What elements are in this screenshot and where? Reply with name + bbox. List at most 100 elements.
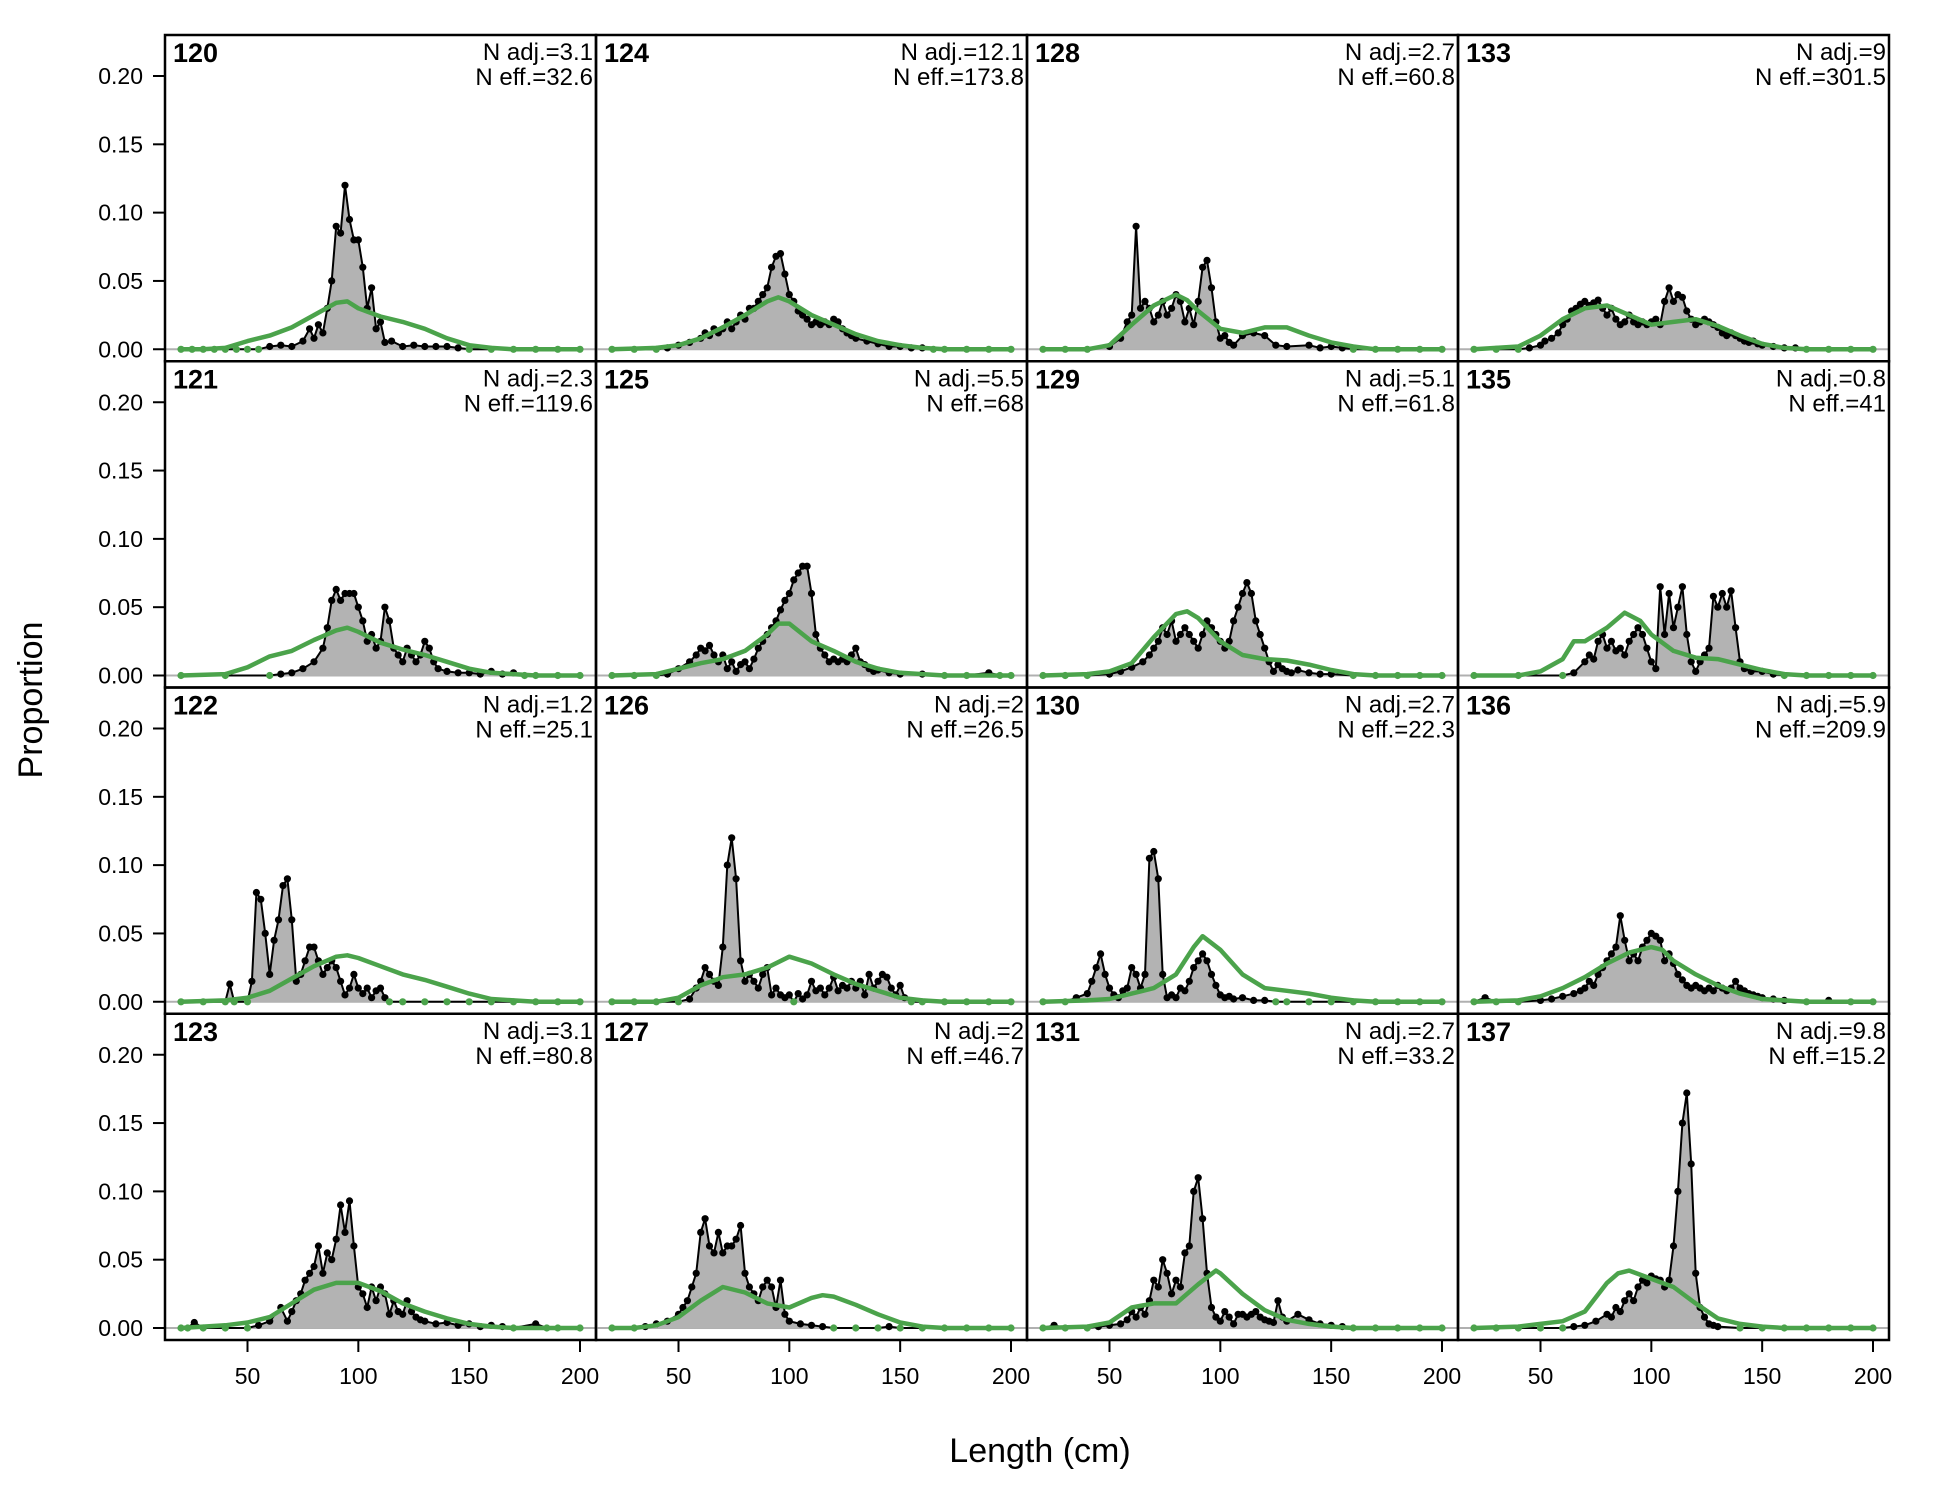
observed-point	[388, 337, 396, 345]
observed-point	[843, 984, 851, 992]
observed-point	[314, 321, 322, 329]
observed-point	[1612, 943, 1620, 951]
observed-point	[288, 916, 296, 924]
observed-point	[1643, 1279, 1651, 1287]
observed-point	[728, 325, 736, 333]
panel-id-label: 130	[1035, 691, 1080, 721]
observed-point	[1669, 297, 1678, 305]
observed-point	[1625, 957, 1633, 965]
observed-point	[1154, 1283, 1162, 1291]
axes-layer: 0.00 0.05 0.10 0.15 0.20 0.00 0.05 0.10 0.15 0.20…	[98, 63, 1892, 1389]
observed-point	[425, 644, 433, 652]
y-tick-label: 0.20	[98, 1042, 143, 1068]
observed-point	[385, 1310, 393, 1318]
observed-point	[368, 284, 376, 292]
panel-123: 123 N adj.=3.1N eff.=80.8	[163, 1012, 598, 1342]
observed-point	[1101, 970, 1109, 979]
observed-point	[763, 284, 771, 292]
panel-120: 120 N adj.=3.1N eff.=32.6	[163, 33, 598, 363]
observed-point	[896, 981, 904, 990]
panel-121: 121 N adj.=2.3N eff.=119.6	[163, 360, 598, 689]
observed-point	[1181, 624, 1189, 632]
observed-point	[861, 991, 869, 999]
observed-point	[1661, 297, 1669, 305]
observed-point	[754, 984, 762, 992]
expected-line	[611, 295, 1011, 352]
observed-point	[1634, 624, 1642, 632]
x-tick-label: 50	[1528, 1363, 1554, 1389]
observed-point	[1261, 996, 1269, 1005]
observed-area	[181, 878, 580, 1002]
observed-point	[1634, 957, 1642, 965]
panel-n-adj: N adj.=9	[1796, 39, 1886, 66]
observed-point	[319, 1269, 327, 1277]
y-tick-label: 0.15	[98, 131, 143, 157]
observed-point	[1216, 1317, 1224, 1325]
observed-point	[1570, 669, 1578, 677]
observed-point	[443, 667, 451, 676]
observed-point	[385, 998, 393, 1006]
observed-point	[350, 970, 358, 979]
observed-point	[1732, 624, 1740, 632]
observed-point	[394, 651, 402, 659]
observed-point	[1097, 950, 1105, 958]
observed-point	[299, 337, 307, 345]
observed-point	[399, 1310, 407, 1318]
observed-point	[1541, 337, 1549, 345]
observed-point	[1190, 964, 1198, 972]
observed-point	[328, 596, 336, 605]
observed-point	[1630, 1297, 1638, 1305]
observed-point	[1128, 311, 1136, 319]
observed-point	[1272, 341, 1280, 349]
observed-point	[759, 291, 767, 299]
x-tick-label: 100	[1201, 1363, 1239, 1389]
observed-point	[1687, 658, 1695, 666]
observed-point	[372, 1297, 380, 1305]
observed-point	[723, 665, 731, 673]
observed-point	[1203, 256, 1211, 264]
observed-point	[1581, 984, 1589, 992]
y-tick-label: 0.15	[98, 458, 143, 484]
observed-point	[759, 970, 767, 979]
x-tick-label: 50	[235, 1363, 261, 1389]
observed-point	[345, 1197, 354, 1205]
panel-id-label: 128	[1035, 38, 1080, 68]
observed-point	[1283, 342, 1291, 351]
observed-point	[790, 998, 798, 1006]
observed-point	[1559, 671, 1567, 680]
observed-point	[785, 991, 793, 999]
observed-point	[1230, 995, 1238, 1003]
observed-point	[1176, 1283, 1184, 1291]
panel-n-adj: N adj.=2	[934, 1018, 1024, 1045]
observed-point	[1261, 332, 1269, 340]
observed-point	[885, 1323, 893, 1331]
observed-point	[1261, 644, 1269, 652]
observed-point	[1256, 630, 1264, 639]
observed-point	[1559, 1324, 1567, 1332]
observed-point	[1269, 1318, 1278, 1327]
observed-point	[434, 665, 442, 673]
observed-point	[1221, 332, 1229, 340]
observed-point	[1247, 589, 1255, 598]
observed-point	[1647, 658, 1655, 666]
panel-n-adj: N adj.=9.8	[1776, 1018, 1886, 1045]
observed-point	[768, 991, 776, 999]
panel-n-adj: N adj.=12.1	[901, 39, 1024, 66]
observed-point	[1123, 1316, 1131, 1324]
observed-point	[1150, 847, 1158, 856]
observed-line	[181, 875, 580, 1003]
observed-point	[1656, 583, 1664, 591]
observed-point	[1083, 990, 1091, 998]
observed-area	[1474, 915, 1873, 1002]
observed-point	[1230, 1320, 1238, 1328]
observed-point	[701, 1215, 709, 1223]
observed-point	[399, 998, 407, 1006]
observed-area	[612, 253, 1011, 350]
observed-point	[376, 318, 385, 326]
panel-126: 126 N adj.=2N eff.=26.5	[594, 686, 1029, 1015]
observed-point	[772, 984, 780, 992]
panel-n-adj: N adj.=2.3	[483, 365, 593, 392]
observed-point	[1316, 670, 1324, 678]
observed-point	[443, 342, 451, 351]
observed-point	[1159, 970, 1167, 979]
